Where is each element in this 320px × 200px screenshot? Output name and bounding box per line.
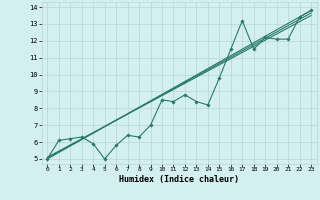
X-axis label: Humidex (Indice chaleur): Humidex (Indice chaleur) (119, 175, 239, 184)
